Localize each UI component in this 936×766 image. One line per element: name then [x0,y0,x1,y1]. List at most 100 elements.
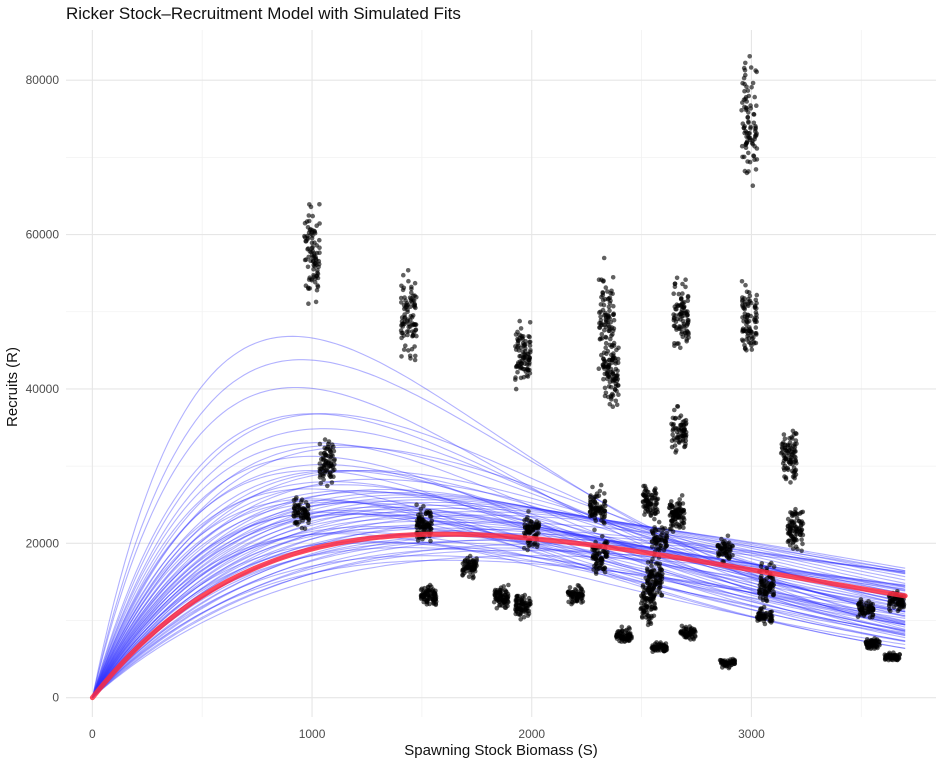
data-point [421,503,426,509]
data-point [430,589,436,594]
data-point [415,538,421,543]
data-point [799,510,804,515]
data-point [324,467,329,473]
data-point [604,315,609,320]
data-point [406,278,411,284]
data-point [783,476,789,482]
data-point [402,319,407,325]
data-point [610,291,615,297]
data-point [525,608,530,614]
simulated-fit-line [91,469,906,698]
data-point [685,312,690,318]
data-point [688,626,693,632]
data-point [429,521,434,527]
data-point [663,644,669,649]
data-point [651,573,656,579]
data-point [464,564,469,569]
data-point [567,585,573,590]
data-point [750,183,756,188]
data-point [323,460,329,465]
data-point [856,605,862,610]
data-point [865,610,871,615]
data-point [602,366,607,371]
data-point [727,554,733,560]
data-point [648,577,654,582]
data-point [759,606,764,611]
data-point [793,449,798,454]
data-point [409,290,414,296]
data-point [526,509,531,514]
data-point [405,268,411,273]
data-point [604,318,609,324]
data-point [787,526,793,532]
data-point [600,548,606,554]
data-point [598,482,604,488]
data-point [653,501,659,506]
data-point [678,317,683,322]
data-point [527,339,532,345]
data-point [328,474,334,479]
data-point [597,563,603,569]
data-point [316,261,322,267]
data-point [473,562,478,568]
data-point [784,466,789,471]
data-point [745,320,750,325]
data-point [330,464,336,470]
data-point [760,591,766,597]
data-point [592,501,598,506]
data-point [753,125,758,130]
data-point [513,603,519,608]
data-point [303,500,309,505]
simulated-fit-line [91,478,906,698]
data-point [645,560,651,565]
data-point [742,124,747,129]
data-point [520,341,526,346]
data-point [317,245,322,250]
data-point [517,612,522,617]
data-point [746,303,751,309]
data-point [746,328,752,334]
data-point [293,520,299,525]
data-point [753,167,759,172]
data-point [724,543,730,548]
simulated-fit-line [91,527,906,699]
data-point [470,565,476,571]
data-point [425,510,431,516]
data-point [594,491,600,497]
data-point [525,368,531,373]
data-point [525,540,531,545]
data-point [415,523,421,528]
data-point [609,325,615,330]
data-point [671,510,676,515]
data-point [671,426,676,432]
data-point [610,312,616,318]
data-point [689,631,695,636]
simulated-fit-line [91,491,906,698]
data-point [597,488,603,494]
data-point [642,483,648,489]
data-point [602,491,607,496]
data-point [667,526,672,532]
data-point [613,381,619,387]
data-point [608,393,614,399]
data-point [683,634,689,639]
data-point [522,517,527,523]
data-point [321,477,326,482]
chart-title: Ricker Stock–Recruitment Model with Simu… [66,4,461,23]
y-tick-label: 20000 [26,536,60,550]
data-point [678,296,684,302]
data-point [331,458,337,463]
data-point [640,615,645,620]
data-point [642,598,647,604]
data-point [409,286,414,292]
data-point [610,371,616,377]
data-point [506,582,511,588]
simulated-fit-line [91,524,906,699]
data-point [317,441,323,447]
data-point [789,451,795,457]
data-point [518,617,523,622]
data-point [800,541,805,547]
data-point [752,94,757,100]
data-point [662,538,668,544]
data-point [514,593,520,599]
